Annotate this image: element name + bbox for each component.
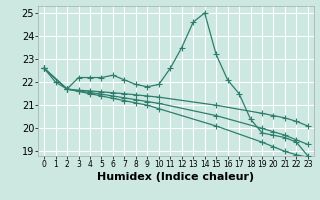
- X-axis label: Humidex (Indice chaleur): Humidex (Indice chaleur): [97, 172, 255, 182]
